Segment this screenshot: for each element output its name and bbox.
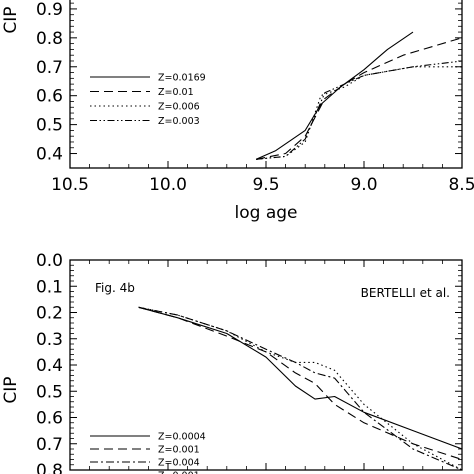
figure-label: Fig. 4b xyxy=(95,281,135,295)
x-tick-label: 9.0 xyxy=(350,175,377,195)
legend-label: Z=0.01 xyxy=(158,87,194,98)
y-tick-label: 0.0 xyxy=(36,251,63,271)
series-line-z-0-001 xyxy=(138,306,462,461)
legend-label: Z=0.004 xyxy=(158,458,200,469)
legend-label: Z=0.003 xyxy=(158,116,200,127)
x-tick-label: 10.0 xyxy=(149,175,187,195)
legend: Z=0.0169 Z=0.01 Z=0.006 Z=0.003 xyxy=(90,73,206,127)
y-axis-title: CIP xyxy=(1,376,21,403)
y-tick-label: 0.5 xyxy=(36,116,63,136)
y-tick-label: 0.9 xyxy=(36,0,63,20)
y-tick-label: 0.5 xyxy=(36,382,63,402)
x-tick-label: 10.5 xyxy=(51,175,89,195)
x-tick-label: 9.5 xyxy=(252,175,279,195)
series-line-z-0-003 xyxy=(256,60,462,160)
plot-frame xyxy=(69,0,463,169)
series-line-z-0-01 xyxy=(256,37,462,160)
series-line-z-0-0169 xyxy=(255,31,414,160)
legend-label: Z=0.006 xyxy=(158,102,200,113)
y-tick-label: 0.3 xyxy=(36,330,63,350)
panel-top: 0.4 0.5 0.6 0.7 0.8 0.9 10.5 10.0 9.5 9.0 8.5 log a… xyxy=(1,0,474,223)
series-line-z-0-004 xyxy=(138,306,462,470)
y-tick-label: 0.4 xyxy=(36,145,63,165)
panel-bottom: 0.0 0.1 0.2 0.3 0.4 0.5 0.6 0.7 0.8 CIP Fig. 4b BER… xyxy=(1,251,463,474)
y-tick-label: 0.7 xyxy=(36,58,63,78)
y-tick-label: 0.1 xyxy=(36,277,63,297)
plot-area xyxy=(138,306,462,470)
y-tick-label: 0.4 xyxy=(36,356,63,376)
author-label: BERTELLI et al. xyxy=(361,286,450,300)
y-tick-label: 0.2 xyxy=(36,304,63,324)
x-tick-label: 8.5 xyxy=(448,175,474,195)
legend-label: Z=0.001 xyxy=(158,471,200,474)
y-tick-label: 0.6 xyxy=(36,409,63,429)
y-axis-title: CIP xyxy=(1,6,21,33)
legend-label: Z=0.001 xyxy=(158,445,200,456)
y-tick-label: 0.8 xyxy=(36,461,63,474)
x-axis-title: log age xyxy=(235,203,298,223)
y-tick-label: 0.7 xyxy=(36,435,63,455)
y-tick-label: 0.8 xyxy=(36,29,63,49)
series-line-z-0-001 xyxy=(138,306,462,470)
legend-label: Z=0.0169 xyxy=(158,73,206,84)
plot-area xyxy=(255,31,462,160)
legend: Z=0.0004 Z=0.001 Z=0.004 Z=0.001 xyxy=(90,432,206,474)
series-line-z-0-006 xyxy=(256,66,462,160)
legend-label: Z=0.0004 xyxy=(158,432,206,443)
series-line-z-0-0004 xyxy=(138,306,462,450)
y-tick-label: 0.6 xyxy=(36,87,63,107)
